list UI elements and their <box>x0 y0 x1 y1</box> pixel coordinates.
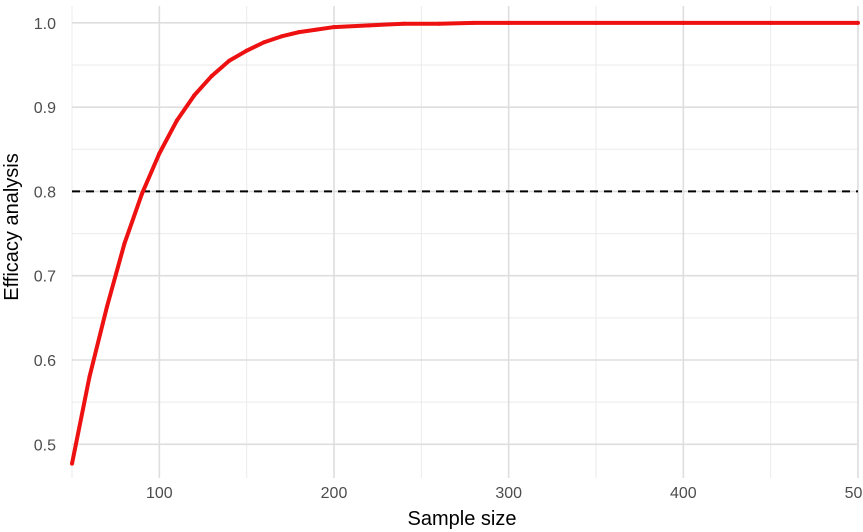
series-layer <box>70 20 860 466</box>
data-point <box>244 48 249 53</box>
data-point <box>856 20 860 25</box>
data-point <box>436 21 441 26</box>
data-point <box>87 374 92 379</box>
x-tick-label: 300 <box>495 485 522 502</box>
data-point <box>209 73 214 78</box>
data-point <box>297 30 302 35</box>
y-tick-label: 0.9 <box>34 100 56 117</box>
data-point <box>157 151 162 156</box>
data-point <box>681 20 686 25</box>
y-tick-label: 0.7 <box>34 269 56 286</box>
minor-grid <box>71 6 858 478</box>
data-point <box>174 118 179 123</box>
data-point <box>506 20 511 25</box>
y-tick-label: 0.6 <box>34 353 56 370</box>
x-axis-title: Sample size <box>408 508 517 530</box>
data-point <box>104 304 109 309</box>
data-point <box>139 191 144 196</box>
data-point <box>332 25 336 30</box>
y-tick-label: 1.0 <box>34 16 56 33</box>
data-point <box>401 21 406 26</box>
x-tick-label: 500 <box>845 485 863 502</box>
data-point <box>471 20 476 25</box>
data-point <box>262 40 267 45</box>
y-tick-label: 0.5 <box>34 437 56 454</box>
data-point <box>594 20 598 25</box>
major-grid <box>72 6 859 478</box>
y-tick-label: 0.8 <box>34 184 56 201</box>
data-point <box>192 93 197 98</box>
data-point <box>70 461 74 466</box>
x-tick-label: 200 <box>321 485 348 502</box>
x-axis-tick-labels: 100 200 300 400 500 <box>146 485 863 502</box>
series-line <box>70 20 858 465</box>
x-tick-label: 400 <box>670 485 697 502</box>
y-axis-title: Efficacy analysis <box>1 153 23 300</box>
data-point <box>366 23 371 28</box>
data-point <box>122 241 127 246</box>
y-axis-tick-labels: 0.5 0.6 0.7 0.8 0.9 1.0 <box>34 16 56 454</box>
data-point <box>279 34 284 39</box>
data-point <box>227 58 232 63</box>
data-point <box>314 27 319 32</box>
data-point <box>768 20 773 25</box>
x-tick-label: 100 <box>146 485 173 502</box>
